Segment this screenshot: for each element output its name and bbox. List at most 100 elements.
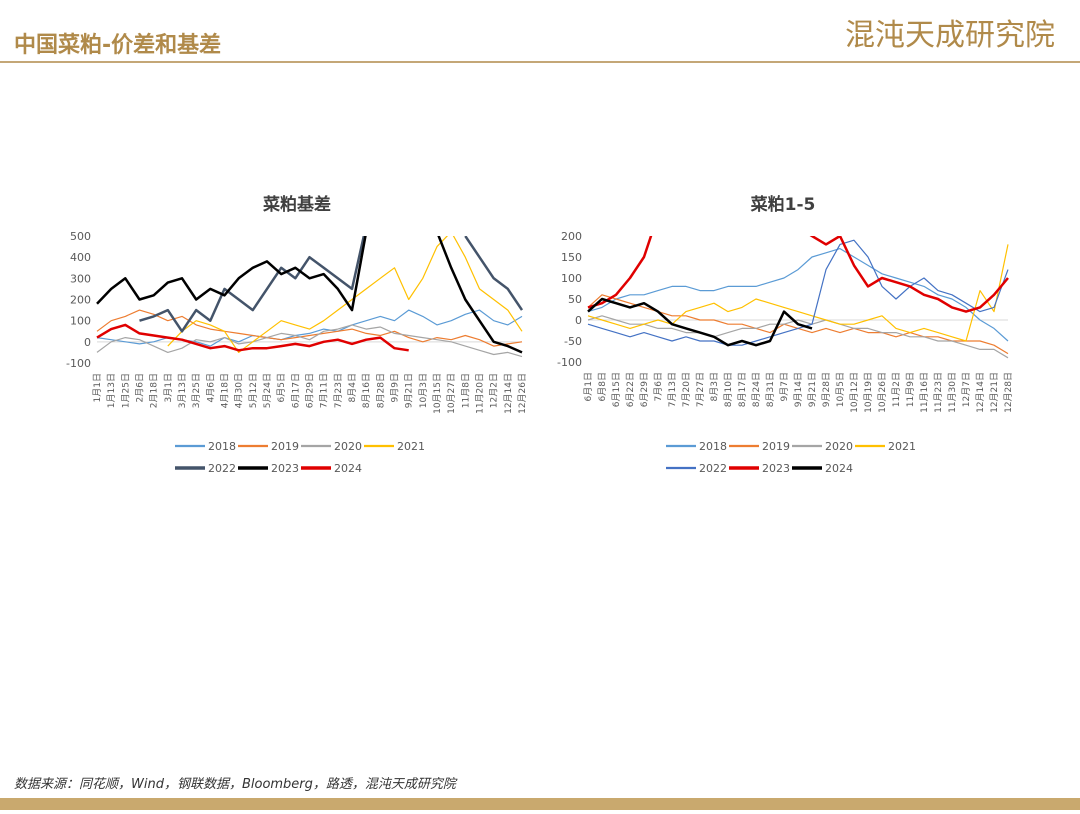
y-tick-label: 300 — [70, 272, 91, 285]
x-tick-label: 8月3日 — [709, 372, 720, 401]
x-tick-label: 11月30日 — [947, 372, 958, 413]
legend-label: 2021 — [888, 440, 916, 453]
legend-label: 2019 — [762, 440, 790, 453]
x-tick-label: 10月5日 — [835, 372, 846, 407]
x-tick-label: 12月26日 — [517, 373, 528, 414]
y-tick-label: -100 — [557, 356, 582, 369]
x-tick-label: 9月21日 — [404, 373, 415, 408]
y-tick-label: 50 — [568, 293, 582, 306]
x-tick-label: 1月1日 — [92, 373, 103, 402]
slide-title: 中国菜粕-价差和基差 — [14, 32, 221, 58]
legend-label: 2018 — [699, 440, 727, 453]
x-tick-label: 9月9日 — [390, 373, 401, 402]
series-line — [587, 248, 1009, 342]
x-tick-label: 11月20日 — [475, 373, 486, 414]
x-tick-label: 11月23日 — [933, 372, 944, 413]
legend-label: 2024 — [334, 462, 362, 475]
x-tick-label: 3月25日 — [191, 373, 202, 408]
legend-label: 2022 — [208, 462, 236, 475]
x-tick-label: 7月6日 — [653, 372, 664, 401]
x-tick-label: 8月4日 — [347, 373, 358, 402]
x-tick-label: 7月13日 — [667, 372, 678, 407]
legend-label: 2021 — [397, 440, 425, 453]
y-tick-label: 150 — [561, 251, 582, 264]
x-tick-label: 6月17日 — [290, 373, 301, 408]
x-tick-label: 7月27日 — [695, 372, 706, 407]
x-tick-label: 6月29日 — [305, 373, 316, 408]
y-tick-label: 100 — [561, 272, 582, 285]
x-tick-label: 1月13日 — [106, 373, 117, 408]
x-tick-label: 12月14日 — [503, 373, 514, 414]
x-tick-label: 6月5日 — [276, 373, 287, 402]
y-tick-label: 100 — [70, 315, 91, 328]
x-tick-label: 10月15日 — [432, 373, 443, 414]
x-tick-label: 8月31日 — [765, 372, 776, 407]
y-tick-label: 400 — [70, 251, 91, 264]
y-tick-label: 0 — [575, 314, 582, 327]
series-line — [587, 297, 813, 347]
y-tick-label: -100 — [66, 357, 91, 370]
x-tick-label: 1月25日 — [120, 373, 131, 408]
x-tick-label: 12月28日 — [1003, 372, 1014, 413]
plot-area — [587, 236, 1009, 359]
x-tick-label: 12月14日 — [975, 372, 986, 413]
legend-label: 2020 — [334, 440, 362, 453]
x-tick-label: 8月17日 — [737, 372, 748, 407]
source-note: 数据来源：同花顺，Wind，钢联数据，Bloomberg，路透，混沌天成研究院 — [14, 776, 458, 792]
legend-label: 2020 — [825, 440, 853, 453]
x-tick-label: 11月2日 — [891, 372, 902, 407]
x-tick-label: 11月8日 — [460, 373, 471, 408]
x-tick-label: 8月16日 — [361, 373, 372, 408]
x-tick-label: 8月24日 — [751, 372, 762, 407]
x-tick-label: 6月1日 — [583, 372, 594, 401]
series-line — [587, 239, 1009, 346]
series-line — [587, 244, 1009, 342]
series-line — [167, 236, 523, 353]
x-tick-label: 12月2日 — [489, 373, 500, 408]
chart-title: 菜粕基差 — [262, 194, 331, 215]
x-tick-label: 5月24日 — [262, 373, 273, 408]
x-tick-label: 10月12日 — [849, 372, 860, 413]
x-tick-label: 9月28日 — [821, 372, 832, 407]
chart-title: 菜粕1-5 — [750, 194, 816, 215]
x-tick-label: 10月3日 — [418, 373, 429, 408]
y-tick-label: 0 — [84, 336, 91, 349]
legend-label: 2023 — [762, 462, 790, 475]
series-line — [587, 236, 1009, 313]
y-tick-label: 500 — [70, 230, 91, 243]
x-tick-label: 11月9日 — [905, 372, 916, 407]
x-tick-label: 6月8日 — [597, 372, 608, 401]
plot-area — [96, 236, 524, 358]
x-tick-label: 9月7日 — [779, 372, 790, 401]
logo: 混沌天成研究院 — [845, 18, 1055, 53]
x-tick-label: 2月6日 — [135, 373, 146, 402]
x-tick-label: 10月27日 — [446, 373, 457, 414]
legend-label: 2022 — [699, 462, 727, 475]
y-tick-label: 200 — [70, 294, 91, 307]
x-tick-label: 4月6日 — [205, 373, 216, 402]
x-tick-label: 3月13日 — [177, 373, 188, 408]
y-tick-label: 200 — [561, 230, 582, 243]
x-tick-label: 7月23日 — [333, 373, 344, 408]
x-tick-label: 12月7日 — [961, 372, 972, 407]
x-tick-label: 12月21日 — [989, 372, 1000, 413]
x-tick-label: 2月18日 — [149, 373, 160, 408]
x-tick-label: 4月18日 — [220, 373, 231, 408]
x-tick-label: 6月15日 — [611, 372, 622, 407]
x-tick-label: 8月10日 — [723, 372, 734, 407]
x-tick-label: 9月14日 — [793, 372, 804, 407]
series-line — [139, 236, 524, 333]
legend-label: 2019 — [271, 440, 299, 453]
chart: 菜粕基差 -100 0 100 200 300 400 500 1月1日 1月13日 1月25日 2月… — [66, 194, 528, 475]
series-line — [587, 315, 1009, 359]
series-line — [96, 236, 523, 354]
x-tick-label: 7月11日 — [319, 373, 330, 408]
x-tick-label: 5月12日 — [248, 373, 259, 408]
x-tick-label: 4月30日 — [234, 373, 245, 408]
x-tick-label: 10月19日 — [863, 372, 874, 413]
legend-label: 2024 — [825, 462, 853, 475]
x-tick-label: 8月28日 — [375, 373, 386, 408]
series-line — [96, 324, 523, 358]
y-tick-label: -50 — [564, 335, 582, 348]
series-line — [96, 323, 409, 352]
